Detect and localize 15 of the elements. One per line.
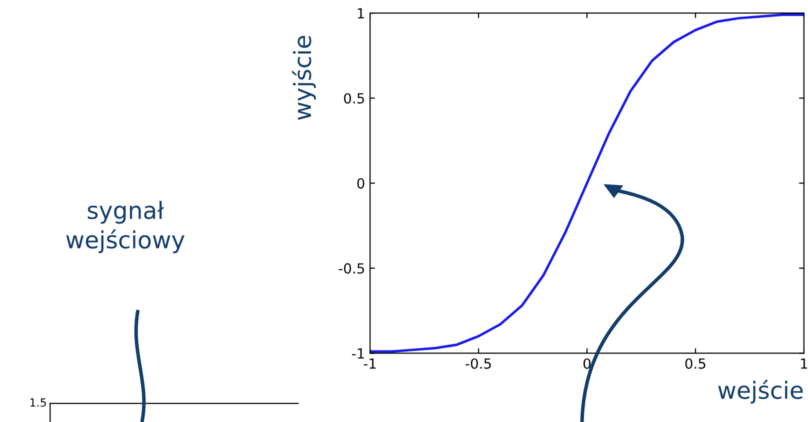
text: sygnał wejściowy <box>66 200 185 254</box>
x-tick-label: -0.5 <box>466 358 491 369</box>
x-tick-label: 0 <box>584 358 591 369</box>
line-series <box>370 14 804 353</box>
y-tick-label: -0.5 <box>338 263 364 274</box>
y-tick-label: -1 <box>352 348 364 358</box>
x-tick-label: 1 <box>801 358 808 369</box>
y-tick-label: 1 <box>358 8 364 18</box>
x-tick-label: 0.5 <box>685 358 706 369</box>
y-axis-title: wyjście <box>292 36 316 120</box>
x-tick-label: -1 <box>364 358 376 369</box>
text: 1.5 <box>30 398 46 407</box>
y-tick-label: 0.5 <box>344 93 364 104</box>
y-tick-label: 0 <box>357 178 364 189</box>
x-axis-title: wejście <box>718 380 803 404</box>
